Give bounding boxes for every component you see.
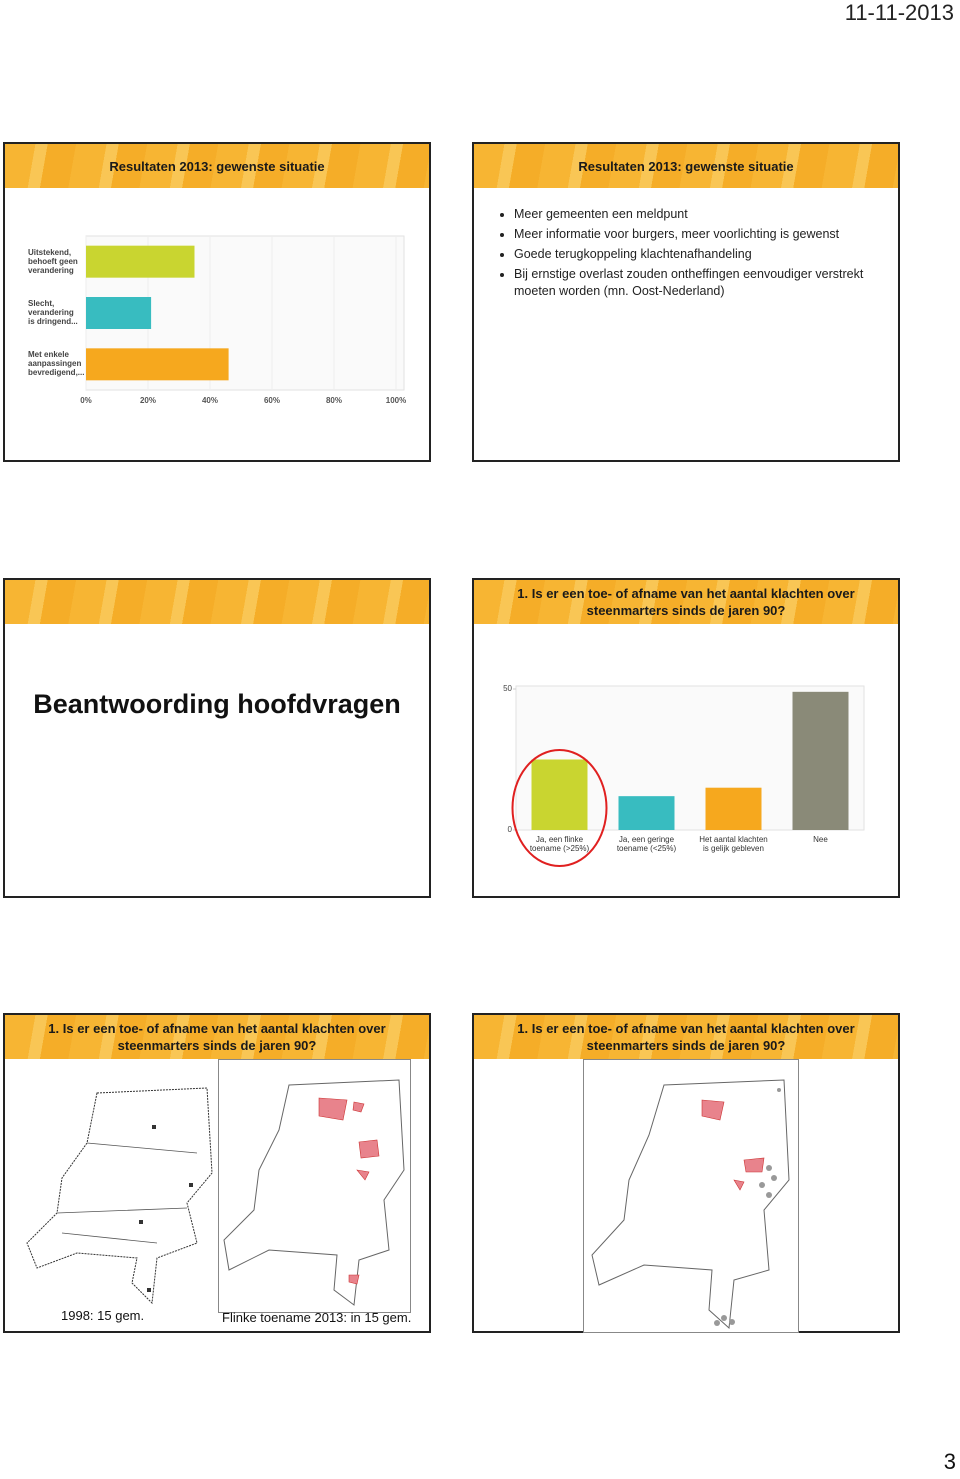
map-outline [26,1087,213,1305]
map-frame [583,1059,799,1333]
bar [705,787,762,830]
map-2013 [223,1079,405,1306]
x-tick-label: 80% [325,396,342,405]
bullet: Bij ernstige overlast zouden ontheffinge… [514,266,894,300]
slide-title: 1. Is er een toe- of afname van het aant… [48,1021,386,1053]
title-band [474,144,898,188]
x-tick-label: 40% [201,396,218,405]
slide-title: Resultaten 2013: gewenste situatie [578,158,794,174]
bullet: Goede terugkoppeling klachtenafhandeling [514,246,894,263]
bar [86,348,229,381]
category-label: Ja, een flinke toename (>25%) [529,835,590,853]
slide-title: Resultaten 2013: gewenste situatie [109,158,325,174]
category-label: Slecht, verandering is dringend... [28,299,78,326]
category-label: Ja, een geringe toename (<25%) [616,835,677,853]
bar [86,245,195,278]
category-label: Het aantal klachten is gelijk gebleven [699,835,768,853]
y-tick-label: 0 [507,825,512,834]
page-number: 3 [943,1449,956,1474]
category-label: Uitstekend, behoeft geen verandering [28,247,78,275]
category-label: Met enkele aanpassingen bevredigend,... [28,350,85,378]
highlight-circle [511,749,608,867]
slide-heading: Beantwoording hoofdvragen [33,689,401,719]
slide-title: 1. Is er een toe- of afname van het aant… [517,1021,855,1053]
caption: 1998: 15 gem. [61,1308,145,1323]
bar [531,759,588,830]
slide: 1. Is er een toe- of afname van het aant… [472,1013,900,1333]
category-label: Nee [813,835,828,844]
map-2013 [591,1079,790,1330]
bar [86,297,152,329]
title-band [5,580,429,624]
title-band [5,1015,429,1059]
bar [792,691,849,830]
slide-title: 1. Is er een toe- of afname van het aant… [517,586,855,618]
bullet-list: Meer gemeenten een meldpunt Meer informa… [498,206,894,303]
x-tick-label: 100% [385,396,407,405]
title-band [5,144,429,188]
plot [511,685,865,867]
plot [85,235,405,391]
chart: 0 50 Ja, een flinke toename (>25%) Ja, een … [495,680,875,870]
chart: 0% 20% 40% 60% 80% 100% Uitstekend, behoeft ge… [28,232,408,412]
title-band [474,580,898,624]
x-tick-label: 20% [139,396,156,405]
bar [618,796,675,830]
map-regions [318,1097,380,1285]
map-marks [139,1125,193,1292]
map-border [56,1142,198,1244]
map-dots [714,1088,781,1326]
map-outline [223,1079,405,1306]
bullet: Meer gemeenten een meldpunt [514,206,894,223]
x-tick-label: 60% [263,396,280,405]
caption: Flinke toename 2013: in 15 gem. [222,1310,412,1325]
slide: Resultaten 2013: gewenste situatie Meer … [472,142,900,462]
title-band [474,1015,898,1059]
map-outline [591,1079,790,1330]
slide: Beantwoording hoofdvragen [3,578,431,898]
x-tick-label: 0% [80,396,92,405]
y-tick-label: 50 [503,684,512,693]
map-regions [701,1099,765,1191]
slide: 1. Is er een toe- of afname van het aant… [3,1013,431,1333]
date: 11-11-2013 [844,0,954,25]
map-frame [218,1059,411,1313]
map-1998 [26,1087,213,1305]
bullet: Meer informatie voor burgers, meer voorl… [514,226,894,243]
